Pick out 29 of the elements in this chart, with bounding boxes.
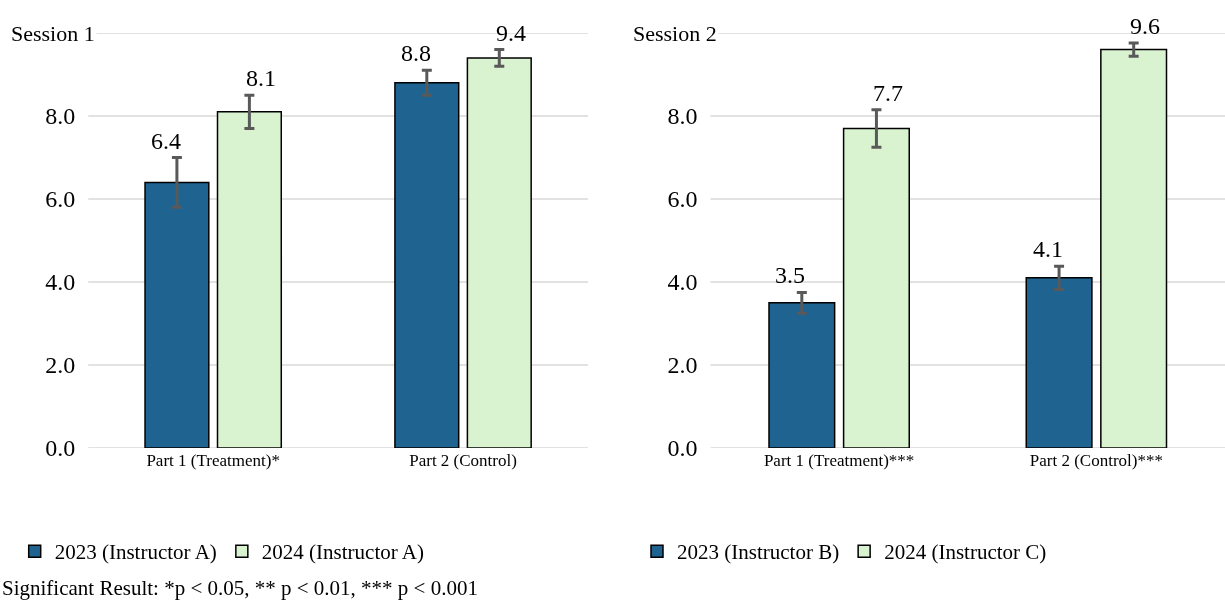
data-label: 9.6 (1130, 13, 1160, 39)
data-label: 3.5 (775, 262, 805, 288)
y-tick-label: 2.0 (45, 352, 76, 379)
y-tick-label: 0.0 (45, 435, 76, 462)
y-tick-label: 8.0 (45, 103, 76, 130)
legend-label: 2024 (Instructor C) (884, 540, 1047, 565)
y-tick-label: 6.0 (667, 186, 698, 213)
y-tick-label: 0.0 (667, 435, 698, 462)
x-tick-label: Part 1 (Treatment)* (146, 451, 280, 470)
chart-title: Session 1 (11, 21, 95, 46)
text: Significant Result: *p < 0.05, ** p < 0.01, *** p < 0.001 (2, 576, 478, 600)
data-label: 8.8 (401, 40, 431, 66)
data-label: 4.1 (1033, 236, 1063, 262)
legend-label: 2023 (Instructor B) (677, 540, 840, 565)
x-tick-label: Part 2 (Control) (409, 451, 517, 470)
data-label: 7.7 (873, 80, 903, 106)
y-tick-label: 4.0 (45, 269, 76, 296)
y-tick-label: 8.0 (667, 103, 698, 130)
data-label: 6.4 (151, 128, 181, 154)
data-label: 8.1 (246, 65, 276, 91)
y-tick-label: 6.0 (45, 186, 76, 213)
x-tick-label: Part 2 (Control)*** (1029, 451, 1163, 470)
legend-label: 2024 (Instructor A) (261, 540, 424, 565)
legend-label: 2023 (Instructor A) (54, 540, 217, 565)
y-tick-label: 2.0 (667, 352, 698, 379)
data-label: 9.4 (496, 20, 526, 46)
chart-title: Session 2 (633, 21, 717, 46)
y-tick-label: 4.0 (667, 269, 698, 296)
x-tick-label: Part 1 (Treatment)*** (763, 451, 915, 470)
